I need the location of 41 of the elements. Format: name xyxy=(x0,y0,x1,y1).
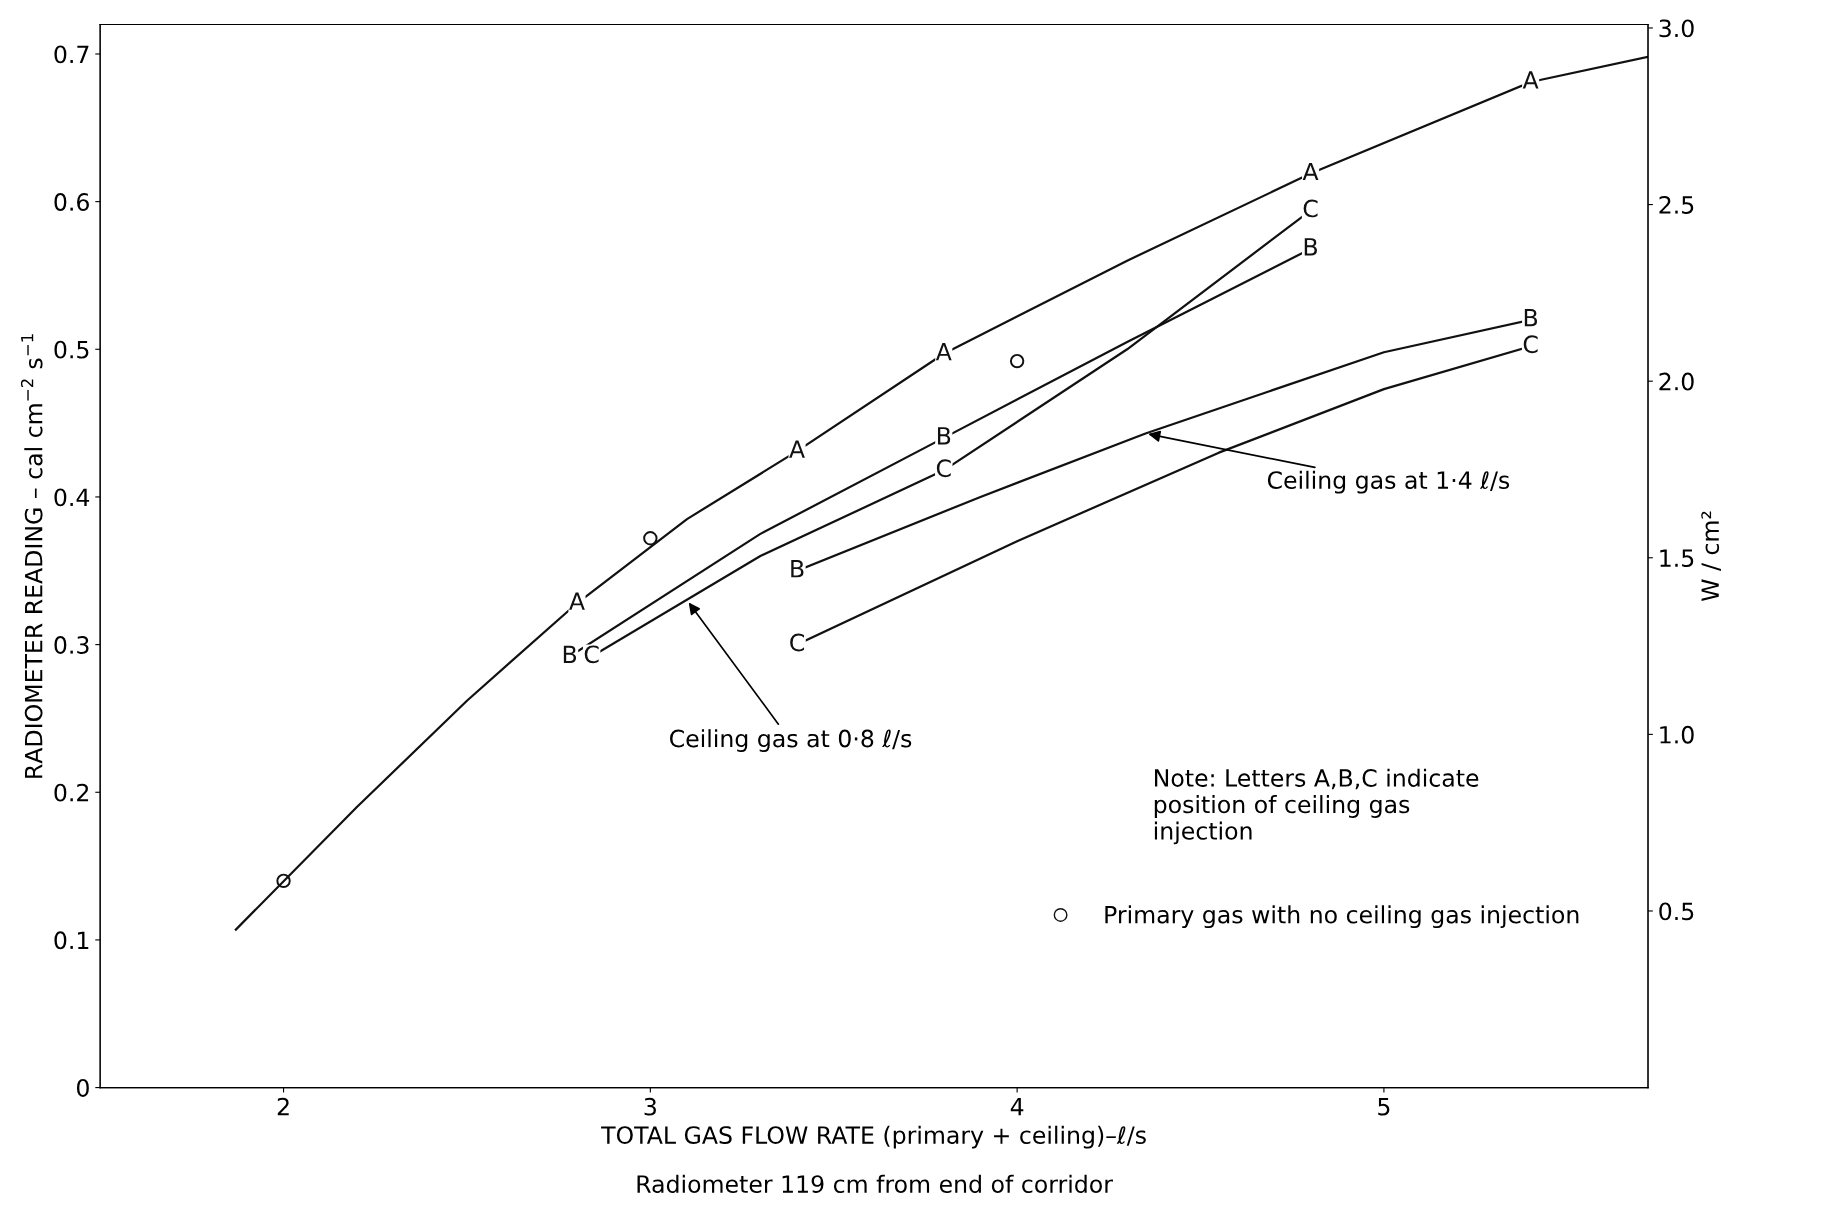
y-tick-label: 0.1 xyxy=(54,931,89,950)
y2-tick-label: 0.5 xyxy=(1659,902,1694,921)
text: Radiometer 119 cm from end of corridor xyxy=(637,1174,1113,1193)
y2-axis-title: W / cm² xyxy=(1701,511,1721,602)
data-label: A xyxy=(935,343,952,361)
y-tick-label: 0.7 xyxy=(54,45,89,64)
annotation: Ceiling gas at 0·8 ℓ/s xyxy=(670,729,912,753)
x-tick-label: 5 xyxy=(1378,1098,1390,1116)
y-tick-label: 0.5 xyxy=(54,340,89,359)
y2-tick-label: 1.0 xyxy=(1660,725,1694,744)
data-label: A xyxy=(789,440,805,458)
data-label: B xyxy=(1304,238,1317,256)
data-label: C xyxy=(584,645,599,664)
y-tick-label: 0.2 xyxy=(54,783,89,802)
y2-tick-label: 1.5 xyxy=(1660,549,1694,568)
data-label: C xyxy=(1303,199,1318,218)
data-label: A xyxy=(1522,71,1539,89)
data-label: B xyxy=(937,427,951,445)
data-label: C xyxy=(790,633,805,652)
x-tick-label: 4 xyxy=(1010,1098,1024,1116)
y-tick-label: 0.6 xyxy=(54,193,89,211)
y2-tick-label: 3.0 xyxy=(1659,19,1694,38)
data-label: B xyxy=(1524,309,1538,327)
data-label: A xyxy=(569,592,585,610)
y2-tick-label: 2.0 xyxy=(1659,372,1694,391)
y2-tick-label: 2.5 xyxy=(1659,196,1694,214)
y-tick-label: 0 xyxy=(76,1079,89,1097)
data-label: C xyxy=(1523,335,1538,354)
y-tick-label: 0.4 xyxy=(54,488,90,507)
x-tick-label: 2 xyxy=(277,1097,289,1116)
annotation: Note: Letters A,B,C indicate position of ceiling gas injection xyxy=(1154,768,1479,845)
x-tick-label: 3 xyxy=(644,1097,656,1116)
x-axis-title: TOTAL GAS FLOW RATE (primary + ceiling)–ℓ/s xyxy=(601,1125,1146,1149)
data-label: C xyxy=(936,459,951,478)
annotation: Ceiling gas at 1·4 ℓ/s xyxy=(1267,470,1510,494)
data-label: A xyxy=(1302,162,1319,181)
legend-label: Primary gas with no ceiling gas injection xyxy=(1105,905,1579,929)
data-label: B xyxy=(791,560,804,578)
y-axis-title: RADIOMETER READING – cal cm$^{−2}$ s$^{−1}$ xyxy=(20,334,43,778)
y-tick-label: 0.3 xyxy=(54,636,89,654)
data-label: B xyxy=(563,645,577,663)
